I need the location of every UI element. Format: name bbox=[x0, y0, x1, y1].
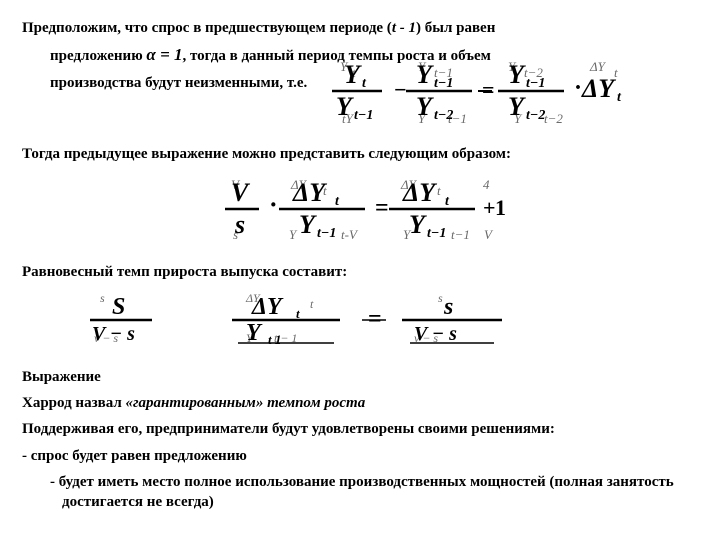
svg-text:V − s: V − s bbox=[414, 323, 457, 345]
svg-text:S: S bbox=[112, 294, 125, 320]
p-expression: Выражение bbox=[22, 367, 698, 387]
p-maintain: Поддерживая его, предприниматели будут у… bbox=[22, 419, 698, 439]
svg-text:Y: Y bbox=[508, 92, 526, 121]
svg-text:t: t bbox=[296, 306, 300, 321]
svg-text:·: · bbox=[574, 75, 582, 101]
svg-text:ΔY: ΔY bbox=[402, 178, 437, 207]
svg-text:=: = bbox=[482, 77, 495, 102]
svg-text:V: V bbox=[231, 178, 251, 207]
p-dash2: - будет иметь место полное использование… bbox=[22, 472, 698, 513]
svg-text:ΔY: ΔY bbox=[251, 294, 284, 320]
svg-text:Y: Y bbox=[246, 320, 263, 346]
formula-1-svg: YtYt−1Yt−2ΔYttYYt−1Yt−2YtYt−1−Yt−1Yt−2=Y… bbox=[322, 55, 622, 125]
svg-text:t−2: t−2 bbox=[544, 111, 563, 125]
svg-text:t−2: t−2 bbox=[434, 108, 453, 123]
svg-text:Y: Y bbox=[416, 92, 434, 121]
svg-text:t−1: t−1 bbox=[434, 76, 453, 91]
svg-text:ΔY: ΔY bbox=[589, 59, 607, 74]
p7a: Харрод назвал bbox=[22, 395, 126, 411]
svg-text:t: t bbox=[614, 65, 618, 80]
p-harrod: Харрод назвал «гарантированным» темпом р… bbox=[22, 393, 698, 413]
svg-text:Y: Y bbox=[508, 60, 526, 89]
p1b: ) был равен bbox=[416, 20, 495, 36]
svg-text:t−1: t−1 bbox=[427, 226, 446, 241]
svg-text:t: t bbox=[310, 297, 314, 311]
formula-2-svg: VsΔYtYt-VΔYtYt−14VVs·ΔYtYt−1=ΔYtYt−1+1 bbox=[215, 171, 505, 243]
sym-alpha: α = 1 bbox=[146, 45, 182, 64]
formula-2: VsΔYtYt-VΔYtYt−14VVs·ΔYtYt−1=ΔYtYt−1+1 bbox=[22, 171, 698, 248]
svg-text:s: s bbox=[438, 291, 443, 305]
paragraph-equilibrium: Равновесный темп прироста выпуска состав… bbox=[22, 262, 698, 282]
svg-text:ΔY: ΔY bbox=[581, 74, 616, 103]
paragraph-then: Тогда предыдущее выражение можно предста… bbox=[22, 144, 698, 164]
svg-text:Y: Y bbox=[409, 210, 427, 239]
svg-text:s: s bbox=[443, 294, 453, 320]
svg-text:t: t bbox=[445, 194, 450, 209]
svg-text:t−1: t−1 bbox=[526, 76, 545, 91]
svg-text:·: · bbox=[269, 190, 278, 219]
svg-text:t: t bbox=[362, 76, 367, 91]
p2a: предложению bbox=[50, 48, 146, 64]
svg-text:t: t bbox=[617, 90, 622, 105]
svg-text:Y: Y bbox=[336, 92, 354, 121]
svg-text:Y: Y bbox=[344, 60, 362, 89]
svg-text:t−2: t−2 bbox=[526, 108, 545, 123]
svg-text:s: s bbox=[234, 210, 245, 239]
formula-3-svg: sv − sΔYtYt − 1sv − sSV − sΔYtYt 1=sV − … bbox=[82, 288, 522, 348]
p7b: «гарантированным» темпом роста bbox=[126, 395, 366, 411]
formula-1: YtYt−1Yt−2ΔYttYYt−1Yt−2YtYt−1−Yt−1Yt−2=Y… bbox=[322, 55, 698, 130]
svg-text:t 1: t 1 bbox=[268, 332, 281, 347]
svg-text:t: t bbox=[335, 194, 340, 209]
document-page: Предположим, что спрос в предшествующем … bbox=[0, 0, 720, 540]
svg-text:Y: Y bbox=[299, 210, 317, 239]
svg-text:4: 4 bbox=[483, 177, 490, 192]
paragraph-assume: Предположим, что спрос в предшествующем … bbox=[22, 18, 698, 38]
svg-text:V − s: V − s bbox=[92, 323, 135, 345]
formula-3: sv − sΔYtYt − 1sv − sSV − sΔYtYt 1=sV − … bbox=[82, 288, 698, 353]
svg-text:V: V bbox=[484, 227, 494, 242]
svg-text:=: = bbox=[375, 195, 389, 221]
svg-text:t-V: t-V bbox=[341, 227, 359, 242]
svg-text:1: 1 bbox=[495, 195, 505, 220]
svg-text:−: − bbox=[394, 77, 407, 102]
svg-text:t−1: t−1 bbox=[354, 108, 373, 123]
sym-t-minus-1: t - 1 bbox=[392, 20, 416, 36]
svg-text:ΔY: ΔY bbox=[292, 178, 327, 207]
svg-text:=: = bbox=[368, 306, 382, 332]
svg-text:t: t bbox=[437, 183, 441, 198]
svg-text:+: + bbox=[483, 195, 496, 220]
svg-text:s: s bbox=[100, 291, 105, 305]
svg-text:t−1: t−1 bbox=[451, 227, 470, 242]
svg-text:Y: Y bbox=[416, 60, 434, 89]
p-dash1: - спрос будет равен предложению bbox=[22, 446, 698, 466]
svg-text:Y: Y bbox=[289, 227, 298, 242]
svg-text:t−1: t−1 bbox=[317, 226, 336, 241]
p1a: Предположим, что спрос в предшествующем … bbox=[22, 20, 392, 36]
